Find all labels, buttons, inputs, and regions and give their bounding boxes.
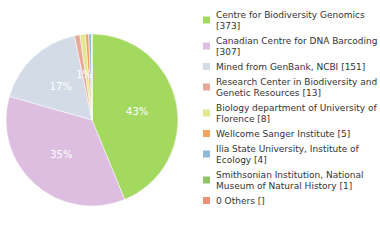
svg-text:Florence [8]: Florence [8] xyxy=(216,114,270,124)
svg-text:1%: 1% xyxy=(76,69,92,80)
svg-text:35%: 35% xyxy=(50,149,72,160)
svg-text:Canadian Centre for DNA Barcod: Canadian Centre for DNA Barcoding xyxy=(216,36,380,46)
svg-text:0 Others []: 0 Others [] xyxy=(216,196,265,206)
svg-text:Mined from GenBank, NCBI [151]: Mined from GenBank, NCBI [151] xyxy=(216,62,365,72)
svg-text:Museum of Natural History [1]: Museum of Natural History [1] xyxy=(216,181,352,191)
svg-text:[307]: [307] xyxy=(216,47,240,57)
svg-text:Ilia State University, Institu: Ilia State University, Institute of xyxy=(216,144,362,154)
svg-text:Genetic Resources [13]: Genetic Resources [13] xyxy=(216,88,321,98)
svg-text:[373]: [373] xyxy=(216,21,240,31)
svg-text:17%: 17% xyxy=(50,81,72,92)
svg-text:Centre for Biodiversity Genomi: Centre for Biodiversity Genomics xyxy=(216,10,368,20)
svg-text:Research Center in Biodiversit: Research Center in Biodiversity and xyxy=(216,77,380,87)
svg-text:Wellcome Sanger Institute [5]: Wellcome Sanger Institute [5] xyxy=(216,129,350,139)
svg-text:Ecology [4]: Ecology [4] xyxy=(216,155,267,165)
svg-text:43%: 43% xyxy=(126,106,148,117)
svg-text:Biology department of Universi: Biology department of University of xyxy=(216,103,380,113)
svg-text:Smithsonian Institution, Natio: Smithsonian Institution, National xyxy=(216,170,366,180)
